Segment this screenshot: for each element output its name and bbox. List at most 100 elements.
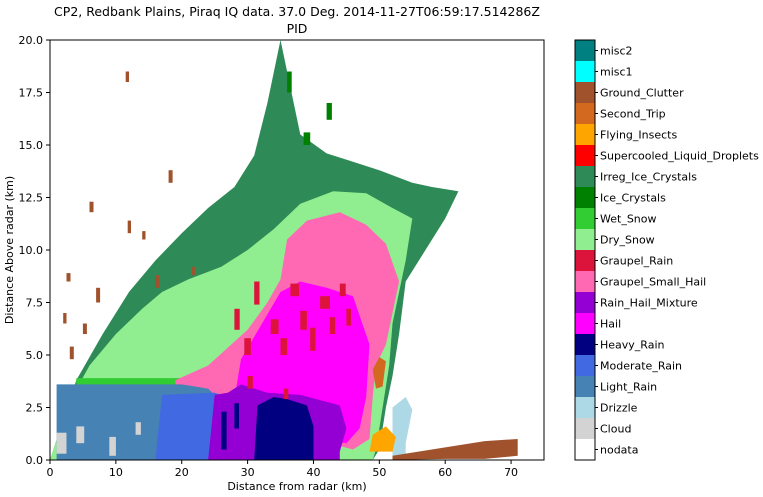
colorbar-label: misc2 [600,45,633,58]
colorbar-swatch-misc1 [575,61,595,83]
patch-ice-crystals [303,132,311,145]
patch-ground-clutter [82,323,87,334]
x-tick-label: 20 [175,466,189,479]
colorbar-swatch-light-rain [575,376,595,398]
region-drizzle [392,397,413,460]
colorbar-label: Wet_Snow [600,213,657,226]
colorbar-label: Rain_Hail_Mixture [600,297,698,310]
patch-graupel-rain [283,388,289,400]
patch-graupel-rain [270,319,279,334]
colorbar-label: Light_Rain [600,381,657,394]
y-axis: 0.0 2.5 5.0 7.5 10.0 12.5 15.0 17.5 20.0 [19,34,50,467]
colorbar-swatch-rain-hail-mixture [575,292,595,314]
colorbar-swatch-hail [575,313,595,335]
patch-cloud [109,436,116,456]
patch-ground-clutter [96,287,101,303]
y-tick-label: 5.0 [26,349,44,362]
colorbar-swatch-cloud [575,418,595,440]
patch-graupel-rain [320,296,330,309]
colorbar-label: Heavy_Rain [600,339,664,352]
x-tick-label: 0 [47,466,54,479]
colorbar-label: Drizzle [600,402,638,415]
patch-graupel-rain [300,310,307,330]
patch-ground-clutter [89,201,94,213]
patch-ice-crystals [326,103,332,120]
colorbar-label: Graupel_Small_Hail [600,276,706,289]
patch-graupel-rain [254,281,260,305]
pid-field [50,40,518,460]
region-ground-clutter [392,439,518,460]
y-tick-label: 0.0 [26,454,44,467]
patch-ground-clutter [191,266,195,276]
colorbar-swatch-supercooled-liquid-droplets [575,145,595,167]
patch-graupel-rain [290,283,299,297]
region-second-trip [372,357,386,389]
colorbar-swatch-moderate-rain [575,355,595,377]
patch-ground-clutter [66,273,71,282]
colorbar-label: Hail [600,318,621,331]
colorbar-swatch-heavy-rain [575,334,595,356]
patch-ice-crystals [287,71,292,93]
y-tick-label: 15.0 [19,139,44,152]
patch-ground-clutter [168,170,173,183]
colorbar-swatch-flying-insects [575,124,595,146]
colorbar-label: Flying_Insects [600,129,677,142]
colorbar-swatch-drizzle [575,397,595,419]
colorbar-label: nodata [600,444,638,457]
patch-ground-clutter [63,313,67,324]
colorbar-label: Ice_Crystals [600,192,666,205]
colorbar-swatch-graupel-small-hail [575,271,595,293]
y-tick-label: 2.5 [26,402,44,415]
colorbar-swatch-second-trip [575,103,595,125]
colorbar-swatch-nodata [575,439,595,461]
y-tick-label: 7.5 [26,297,44,310]
patch-graupel-rain [310,327,316,351]
colorbar-swatch-wet-snow [575,208,595,230]
patch-graupel-rain [234,308,240,330]
x-axis: 0 10 20 30 40 50 60 70 [47,460,518,479]
patch-heavy-rain [234,403,239,429]
y-axis-label: Distance Above radar (km) [3,176,16,324]
patch-ground-clutter [155,275,160,288]
chart-title-line2: PID [287,21,308,36]
colorbar-label: misc1 [600,66,633,79]
y-tick-label: 12.5 [19,192,44,205]
colorbar-frame [574,39,596,461]
patch-heavy-rain [221,411,227,450]
colorbar-label: Ground_Clutter [600,87,684,100]
colorbar-label: Irreg_Ice_Crystals [600,171,697,184]
patch-ground-clutter [142,231,146,240]
colorbar: misc2 misc1 Ground_Clutter Second_Trip Flyin… [574,39,759,461]
colorbar-swatch-ground-clutter [575,82,595,104]
region-flying-insects [369,426,396,452]
patch-ground-clutter [125,71,129,82]
y-tick-label: 10.0 [19,244,44,257]
x-tick-label: 60 [438,466,452,479]
patch-graupel-rain [329,317,336,334]
x-tick-label: 40 [306,466,320,479]
patch-cloud [56,432,67,454]
patch-graupel-rain [339,283,346,297]
patch-cloud [135,422,141,435]
colorbar-label: Graupel_Rain [600,255,673,268]
colorbar-swatch-irreg-ice-crystals [575,166,595,188]
patch-graupel-rain [244,338,251,355]
y-tick-label: 17.5 [19,87,44,100]
patch-ground-clutter [69,346,74,360]
colorbar-swatch-graupel-rain [575,250,595,272]
colorbar-label: Dry_Snow [600,234,655,247]
patch-graupel-rain [346,308,351,326]
region-heavy-rain [254,397,314,460]
patch-cloud [76,426,85,444]
colorbar-label: Second_Trip [600,108,666,121]
patch-graupel-rain [280,338,288,355]
colorbar-swatch-ice-crystals [575,187,595,209]
x-tick-label: 70 [504,466,518,479]
x-axis-label: Distance from radar (km) [227,480,366,493]
colorbar-label: Supercooled_Liquid_Droplets [600,150,759,163]
colorbar-swatch-misc2 [575,40,595,62]
chart-title-line1: CP2, Redbank Plains, Piraq IQ data. 37.0… [54,4,540,19]
y-tick-label: 20.0 [19,34,44,47]
x-tick-label: 10 [109,466,123,479]
